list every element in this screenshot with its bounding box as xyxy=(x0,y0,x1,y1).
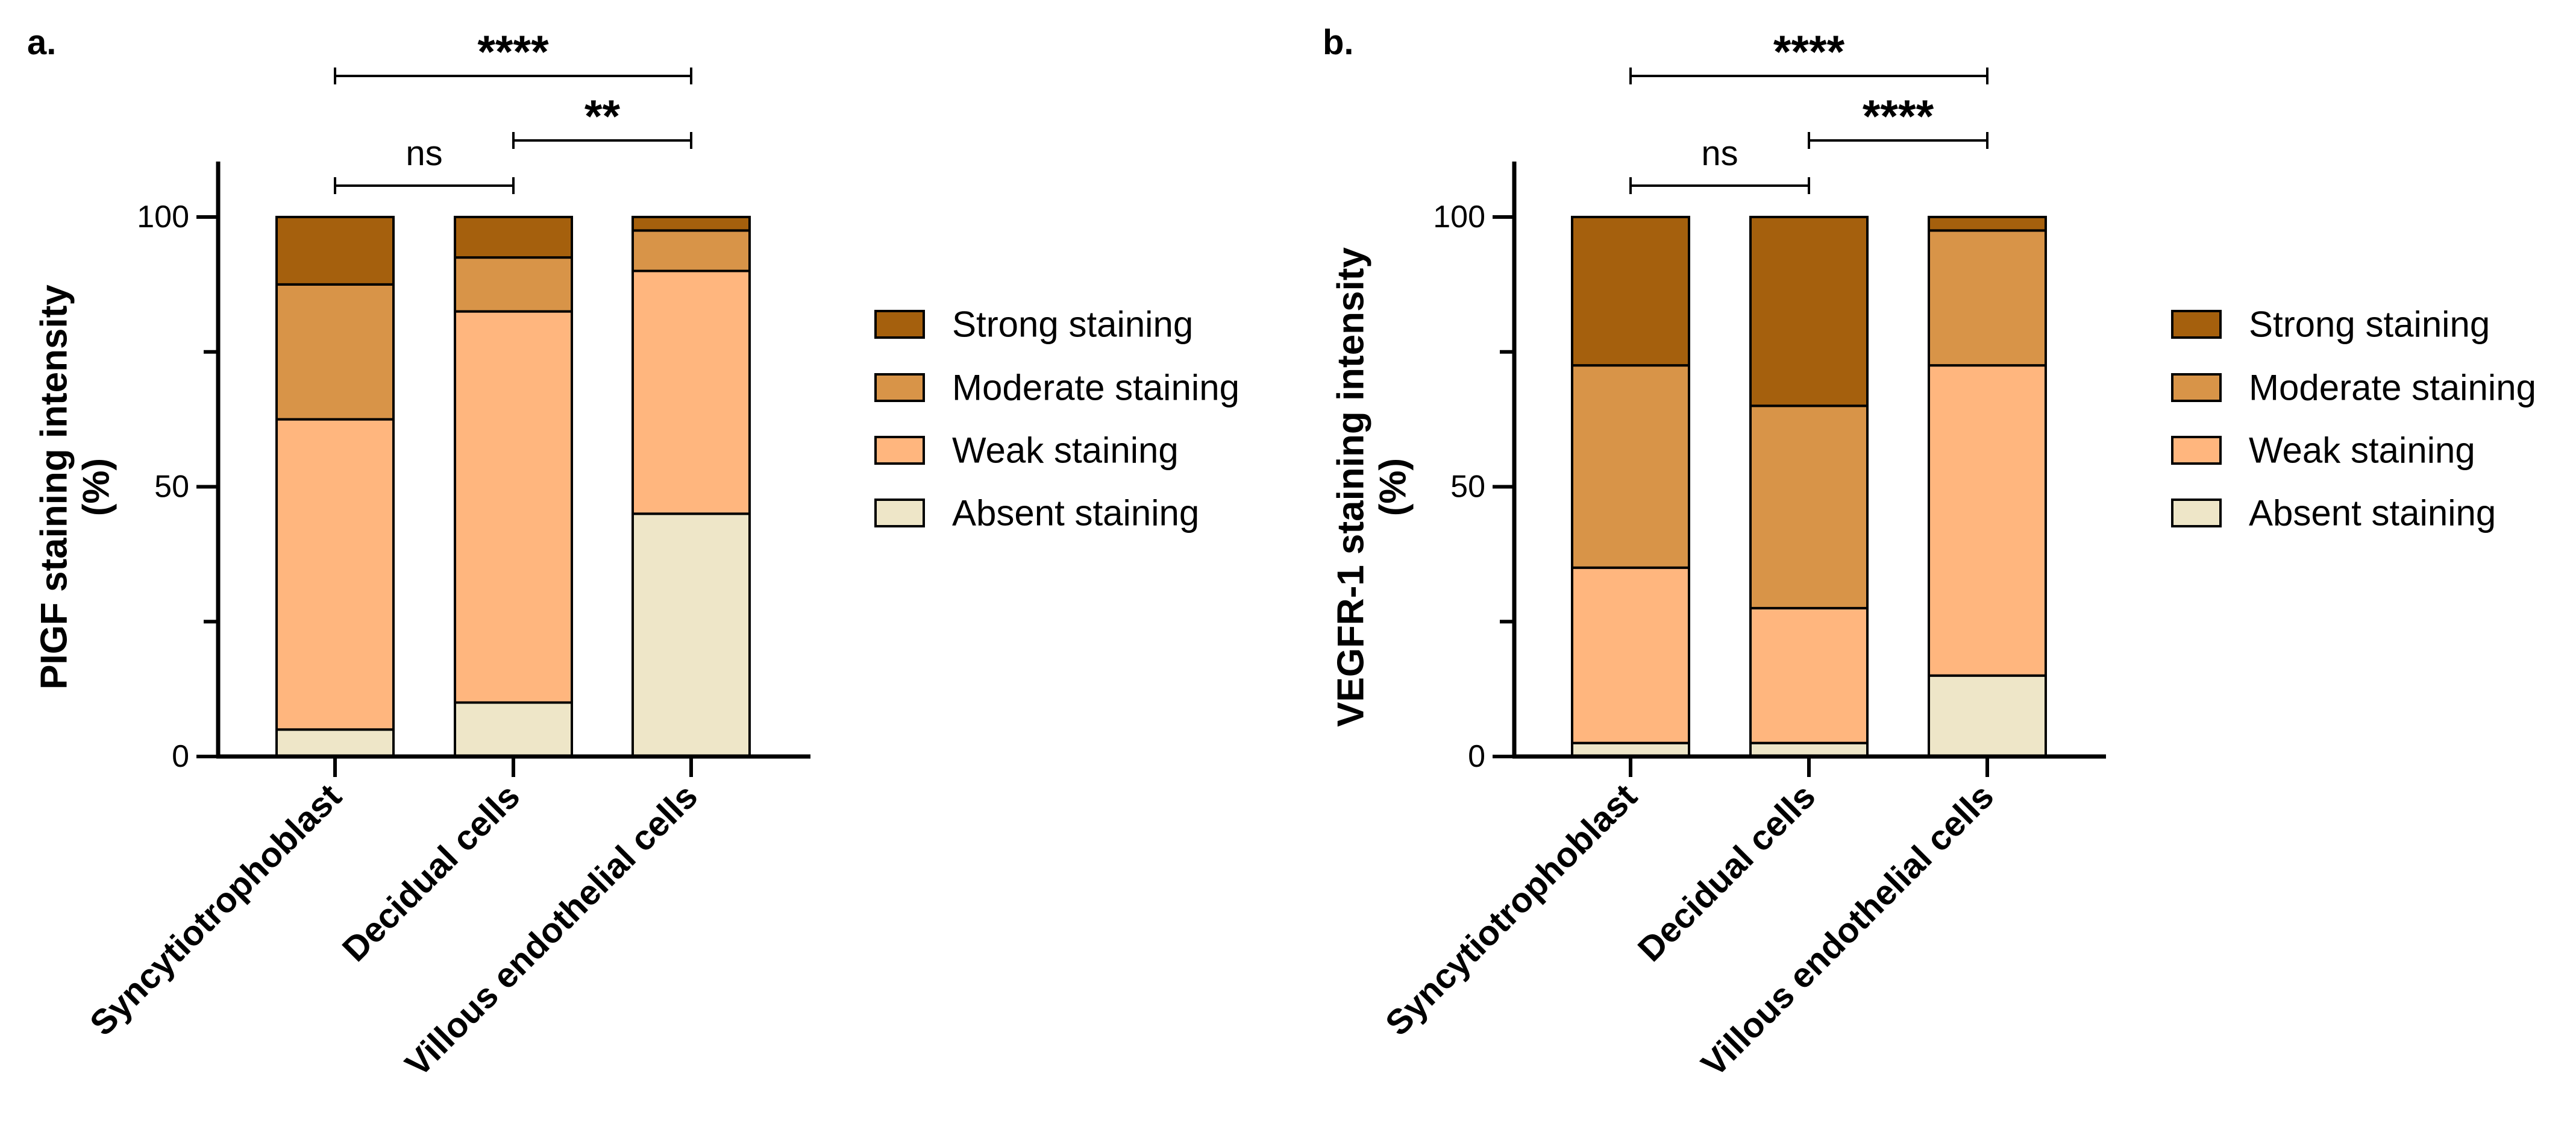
panel-a-category-label-decidual-cells: Decidual cells xyxy=(335,776,528,969)
panel-a-significance-bracket-2-3 xyxy=(512,132,692,149)
panel-a-legend-label-weak-staining: Weak staining xyxy=(952,430,1179,471)
panel-a-category-label-villous-endothelial-cells: Villous endothelial cells xyxy=(398,776,705,1084)
panel-b-label: b. xyxy=(1323,23,1354,62)
panel-b-legend-label-moderate-staining: Moderate staining xyxy=(2249,368,2536,408)
panel-b-legend-swatch-strong-staining xyxy=(2171,310,2222,339)
panel-b-significance-label-2-3: **** xyxy=(1863,91,1934,142)
panel-a-chart: a. PIGF staining intensity (%) 0 50 100 Syncyt… xyxy=(27,23,1239,1084)
panel-a-bar-syncytiotrophoblast-absent-staining xyxy=(275,728,395,758)
panel-a-legend-swatch-moderate-staining xyxy=(874,373,925,402)
panel-a-bar-villous-endothelial-cells-weak-staining xyxy=(631,269,751,515)
panel-a-category-label-syncytiotrophoblast: Syncytiotrophoblast xyxy=(83,776,349,1043)
panel-a-significance-label-1-3: **** xyxy=(477,27,549,78)
panel-a-bar-syncytiotrophoblast-moderate-staining xyxy=(275,283,395,421)
panel-b-legend-label-weak-staining: Weak staining xyxy=(2249,430,2475,471)
panel-a-bar-syncytiotrophoblast-weak-staining xyxy=(275,418,395,731)
panel-a-y-axis-title: PIGF staining intensity xyxy=(34,285,75,690)
panel-b-significance-label-1-2: ns xyxy=(1701,134,1738,173)
panel-a-bar-villous-endothelial-cells-strong-staining xyxy=(631,216,751,232)
panel-b-category-label-decidual-cells: Decidual cells xyxy=(1631,776,1823,969)
panel-b-legend-swatch-weak-staining xyxy=(2171,436,2222,465)
panel-b-bar-decidual-cells-weak-staining xyxy=(1749,606,1869,744)
panel-b-bar-villous-endothelial-cells-absent-staining xyxy=(1928,674,2047,758)
panel-b-bar-syncytiotrophoblast-strong-staining xyxy=(1571,216,1690,367)
panel-a-y-tick-label-50: 50 xyxy=(154,470,189,505)
panel-b-bar-syncytiotrophoblast-weak-staining xyxy=(1571,566,1690,744)
panel-b-significance-bracket-1-3 xyxy=(1629,68,1988,84)
panel-a-legend-label-strong-staining: Strong staining xyxy=(952,304,1193,345)
panel-b-legend-swatch-absent-staining xyxy=(2171,499,2222,527)
panel-b-significance-bracket-2-3 xyxy=(1808,132,1988,149)
panel-a-bar-decidual-cells-absent-staining xyxy=(454,701,573,758)
panel-b-y-tick-label-50: 50 xyxy=(1450,470,1485,505)
panel-b-category-label-syncytiotrophoblast: Syncytiotrophoblast xyxy=(1378,776,1644,1043)
panel-a-label: a. xyxy=(27,23,56,62)
panel-b-y-tick-label-0: 0 xyxy=(1468,739,1485,774)
panel-b-bar-villous-endothelial-cells-strong-staining xyxy=(1928,216,2047,232)
panel-a-bar-villous-endothelial-cells-moderate-staining xyxy=(631,229,751,272)
panel-a-y-axis-unit: (%) xyxy=(76,458,118,516)
panel-b-bar-villous-endothelial-cells-moderate-staining xyxy=(1928,229,2047,367)
panel-a-bar-decidual-cells-moderate-staining xyxy=(454,256,573,313)
panel-a-bar-villous-endothelial-cells-absent-staining xyxy=(631,512,751,758)
panel-a-bar-decidual-cells-weak-staining xyxy=(454,310,573,704)
panel-b-legend-label-absent-staining: Absent staining xyxy=(2249,493,2496,533)
panel-a-bar-syncytiotrophoblast-strong-staining xyxy=(275,216,395,286)
panel-a-significance-bracket-1-2 xyxy=(334,177,515,194)
panel-b-bar-villous-endothelial-cells-weak-staining xyxy=(1928,364,2047,677)
panel-b-legend-swatch-moderate-staining xyxy=(2171,373,2222,402)
panel-b-chart: b. VEGFR-1 staining intensity (%) 0 50 100 Syn… xyxy=(1323,23,2536,1084)
panel-b-bar-decidual-cells-strong-staining xyxy=(1749,216,1869,407)
panel-a-legend-swatch-weak-staining xyxy=(874,436,925,465)
panel-b-significance-label-1-3: **** xyxy=(1773,27,1845,78)
panel-b-y-tick-label-100: 100 xyxy=(1433,200,1485,234)
panel-b-bar-decidual-cells-moderate-staining xyxy=(1749,404,1869,609)
panel-b-significance-bracket-1-2 xyxy=(1629,177,1810,194)
panel-a-legend-label-absent-staining: Absent staining xyxy=(952,493,1199,533)
panel-a-y-tick-label-100: 100 xyxy=(137,200,189,234)
panel-a-y-tick-label-0: 0 xyxy=(172,739,189,774)
panel-a-bar-decidual-cells-strong-staining xyxy=(454,216,573,259)
panel-b-y-axis-title: VEGFR-1 staining intensity xyxy=(1330,247,1372,727)
panel-a-significance-label-2-3: ** xyxy=(584,91,621,142)
panel-a-legend-label-moderate-staining: Moderate staining xyxy=(952,368,1239,408)
panel-b-category-label-villous-endothelial-cells: Villous endothelial cells xyxy=(1694,776,2001,1084)
panel-a-significance-bracket-1-3 xyxy=(334,68,692,84)
panel-b-bar-syncytiotrophoblast-moderate-staining xyxy=(1571,364,1690,569)
panel-b-legend-label-strong-staining: Strong staining xyxy=(2249,304,2490,345)
panel-a-legend-swatch-absent-staining xyxy=(874,499,925,527)
panel-b-y-axis-unit: (%) xyxy=(1373,458,1414,516)
panel-a-legend-swatch-strong-staining xyxy=(874,310,925,339)
panel-a-significance-label-1-2: ns xyxy=(406,134,442,173)
